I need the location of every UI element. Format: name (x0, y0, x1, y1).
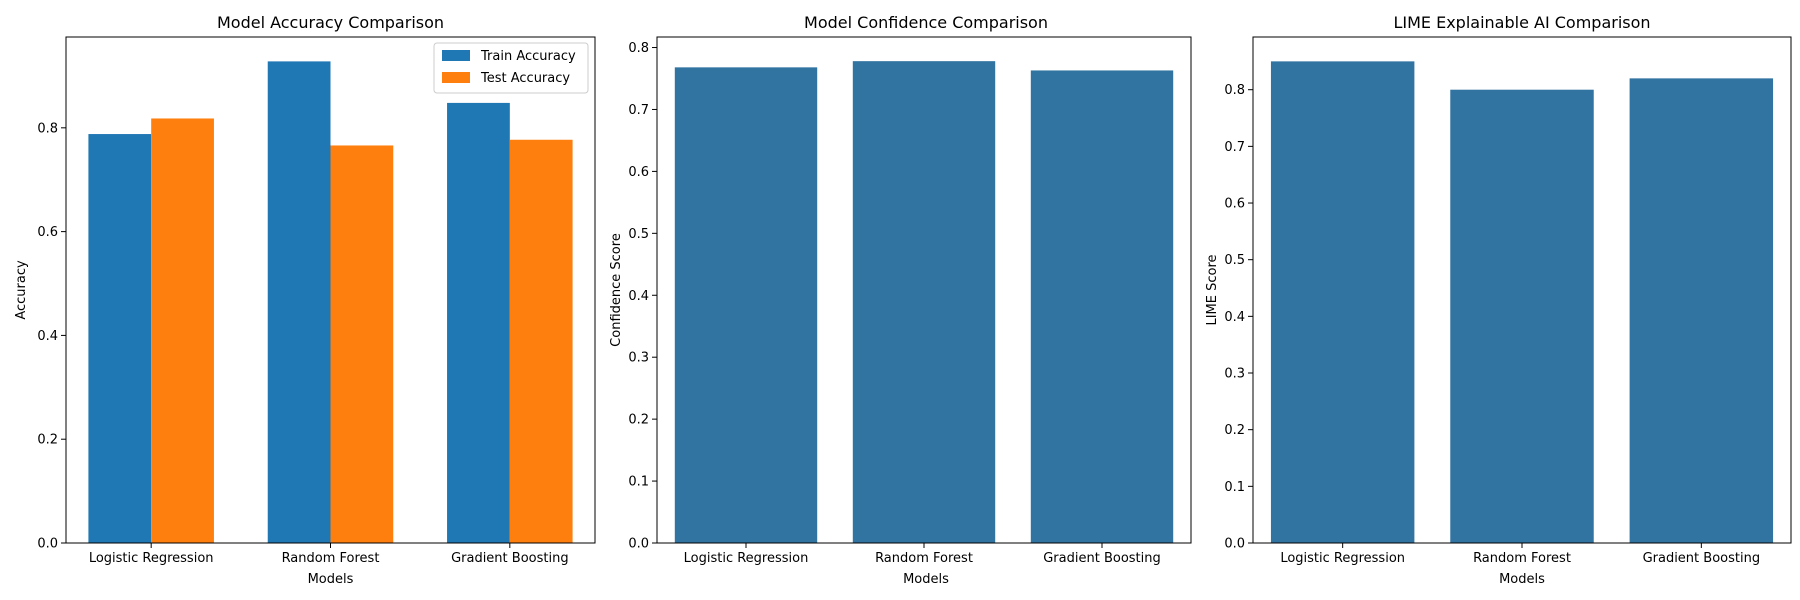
y-tick-label: 0.0 (1224, 537, 1245, 552)
x-axis-label: Models (1499, 572, 1545, 587)
y-tick-label: 0.6 (628, 165, 649, 180)
bar-train-1 (267, 61, 331, 544)
panel-lime: LIME Explainable AI Comparison Logistic … (1205, 13, 1792, 587)
x-tick-label: Random Forest (282, 551, 380, 566)
bar-0 (1270, 61, 1415, 544)
y-tick-label: 0.8 (37, 121, 58, 136)
y-tick-label: 0.4 (1224, 310, 1245, 325)
y-tick-label: 0.6 (37, 225, 58, 240)
axes-frame (656, 36, 1192, 544)
bar-test-2 (509, 139, 573, 543)
chart-title: Model Accuracy Comparison (217, 13, 444, 32)
bar-1 (852, 61, 996, 543)
y-tick-label: 0.8 (628, 41, 649, 56)
y-axis-label: Accuracy (14, 260, 29, 320)
x-tick-label: Gradient Boosting (1643, 551, 1761, 566)
y-tick-label: 0.4 (628, 289, 649, 304)
legend-frame (433, 42, 589, 94)
x-tick-label: Gradient Boosting (1043, 551, 1161, 566)
legend-label-train: Train Accuracy (480, 49, 576, 64)
legend-swatch-test (442, 72, 470, 83)
chart-title: Model Confidence Comparison (804, 13, 1048, 32)
bar-train-0 (88, 134, 152, 543)
plot-area: Logistic Regression Random Forest Gradient… (1224, 36, 1792, 566)
x-tick-label: Gradient Boosting (451, 551, 569, 566)
chart-title: LIME Explainable AI Comparison (1393, 13, 1650, 32)
y-tick-label: 0.2 (37, 433, 58, 448)
y-tick-label: 0.4 (37, 329, 58, 344)
y-tick-label: 0.0 (628, 537, 649, 552)
bar-2 (1629, 78, 1774, 543)
y-tick-label: 0.2 (628, 413, 649, 428)
panel-accuracy: Model Accuracy Comparison Logistic Regre… (14, 13, 596, 587)
bar-2 (1030, 70, 1174, 543)
y-tick-label: 0.6 (1224, 197, 1245, 212)
y-axis-label: Confidence Score (609, 233, 624, 347)
y-tick-label: 0.3 (628, 351, 649, 366)
y-tick-label: 0.0 (37, 537, 58, 552)
y-axis-label: LIME Score (1205, 254, 1220, 325)
bar-test-1 (330, 145, 394, 543)
y-tick-label: 0.8 (1224, 83, 1245, 98)
x-tick-label: Random Forest (1473, 551, 1571, 566)
y-tick-label: 0.7 (628, 103, 649, 118)
y-tick-label: 0.5 (628, 227, 649, 242)
x-tick-label: Logistic Regression (684, 551, 809, 566)
y-tick-label: 0.3 (1224, 367, 1245, 382)
axes-frame (65, 36, 596, 544)
y-tick-label: 0.2 (1224, 423, 1245, 438)
plot-area: Logistic Regression Random Forest Gradient… (37, 36, 596, 566)
legend-label-test: Test Accuracy (480, 71, 570, 86)
legend: Train Accuracy Test Accuracy (433, 42, 589, 94)
y-tick-label: 0.7 (1224, 140, 1245, 155)
x-tick-label: Random Forest (875, 551, 973, 566)
axes-frame (1252, 36, 1792, 544)
x-tick-label: Logistic Regression (1280, 551, 1405, 566)
x-tick-label: Logistic Regression (89, 551, 214, 566)
x-axis-label: Models (903, 572, 949, 587)
y-tick-label: 0.1 (1224, 480, 1245, 495)
bar-1 (1450, 89, 1594, 543)
plot-area: Logistic Regression Random Forest Gradient… (628, 36, 1192, 566)
x-axis-label: Models (308, 572, 354, 587)
bar-train-2 (447, 102, 510, 544)
bar-0 (674, 67, 818, 544)
bar-test-0 (151, 118, 214, 543)
legend-swatch-train (442, 50, 470, 61)
panel-confidence: Model Confidence Comparison Logistic Reg… (609, 13, 1192, 587)
y-tick-label: 0.1 (628, 475, 649, 490)
y-tick-label: 0.5 (1224, 253, 1245, 268)
